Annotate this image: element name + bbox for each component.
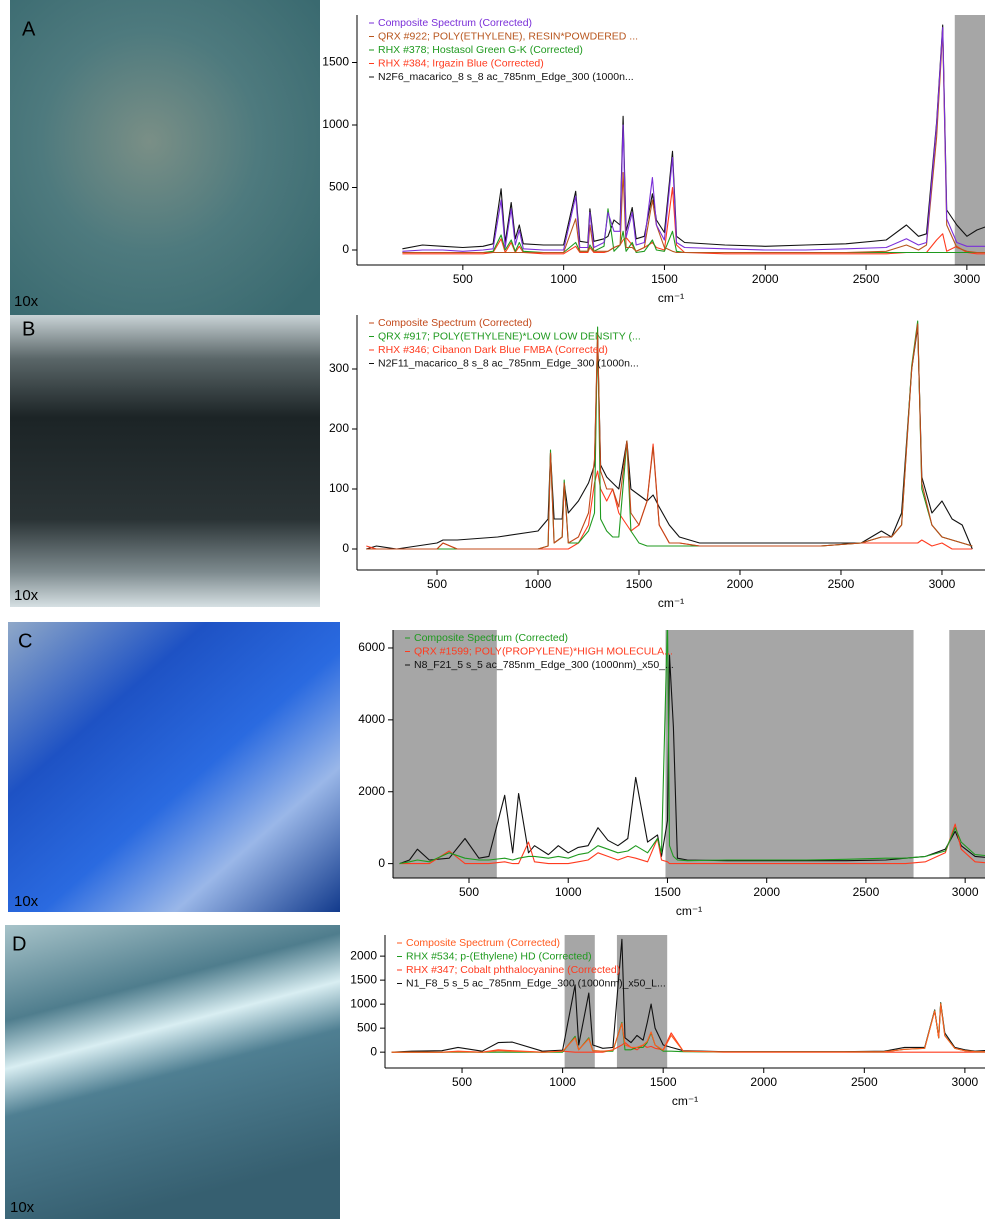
panel-label: A — [22, 18, 36, 40]
y-tick-label: 300 — [329, 361, 349, 375]
y-tick-label: 1500 — [350, 972, 377, 986]
x-tick-label: 3000 — [952, 885, 979, 899]
micrograph — [10, 0, 320, 315]
legend-label: RHX #378; Hostasol Green G-K (Corrected) — [378, 44, 583, 56]
y-tick-label: 100 — [329, 481, 349, 495]
spectrum-line — [391, 1003, 985, 1053]
spectrum-line — [391, 1002, 985, 1053]
y-tick-label: 500 — [329, 180, 349, 194]
spectrum-line — [399, 630, 985, 865]
x-tick-label: 1000 — [549, 1075, 576, 1089]
shaded-region — [665, 630, 914, 878]
shaded-region — [954, 15, 985, 265]
spectrum-line — [402, 208, 985, 254]
panel-label: C — [18, 630, 32, 652]
magnification: 10x — [10, 1199, 35, 1216]
micrograph — [8, 622, 340, 912]
y-tick-label: 1500 — [322, 55, 349, 69]
shaded-region — [393, 630, 497, 878]
x-tick-label: 3000 — [954, 272, 981, 286]
y-tick-label: 1000 — [350, 996, 377, 1010]
x-tick-label: 1000 — [550, 272, 577, 286]
y-tick-label: 500 — [357, 1020, 377, 1034]
panel-label: B — [22, 318, 35, 340]
legend-label: RHX #346; Cibanon Dark Blue FMBA (Correc… — [378, 344, 608, 356]
y-tick-label: 0 — [342, 541, 349, 555]
legend-label: RHX #534; p-(Ethylene) HD (Corrected) — [406, 950, 592, 962]
shaded-region — [949, 630, 985, 878]
y-tick-label: 6000 — [358, 640, 385, 654]
x-tick-label: 1000 — [525, 577, 552, 591]
legend-label: Composite Spectrum (Corrected) — [414, 632, 568, 644]
magnification: 10x — [14, 293, 39, 310]
y-tick-label: 1000 — [322, 117, 349, 131]
y-tick-label: 200 — [329, 421, 349, 435]
legend-label: N1_F8_5 s_5 ac_785nm_Edge_300 (1000nm)_x… — [406, 977, 666, 989]
x-axis-label: cm⁻¹ — [672, 1094, 698, 1108]
x-tick-label: 3000 — [952, 1075, 979, 1089]
legend-label: QRX #917; POLY(ETHYLENE)*LOW LOW DENSITY… — [378, 330, 641, 342]
legend-label: N8_F21_5 s_5 ac_785nm_Edge_300 (1000nm)_… — [414, 659, 674, 671]
y-tick-label: 0 — [378, 856, 385, 870]
legend-label: RHX #347; Cobalt phthalocyanine (Correct… — [406, 964, 620, 976]
spectrum-line — [366, 443, 973, 550]
legend-label: QRX #922; POLY(ETHYLENE), RESIN*POWDERED… — [378, 30, 638, 42]
legend-label: QRX #1599; POLY(PROPYLENE)*HIGH MOLECULA… — [414, 645, 673, 657]
x-tick-label: 2000 — [727, 577, 754, 591]
x-tick-label: 1500 — [650, 1075, 677, 1089]
panel-label: D — [12, 933, 26, 955]
x-tick-label: 2000 — [750, 1075, 777, 1089]
spectrum-line — [366, 323, 973, 550]
x-tick-label: 500 — [452, 1075, 472, 1089]
legend-label: Composite Spectrum (Corrected) — [378, 17, 532, 29]
x-tick-label: 500 — [459, 885, 479, 899]
legend-label: N2F6_macarico_8 s_8 ac_785nm_Edge_300 (1… — [378, 71, 634, 83]
x-axis-label: cm⁻¹ — [658, 291, 684, 305]
x-axis-label: cm⁻¹ — [658, 596, 684, 610]
x-tick-label: 500 — [427, 577, 447, 591]
x-tick-label: 1500 — [626, 577, 653, 591]
x-tick-label: 500 — [453, 272, 473, 286]
x-tick-label: 1500 — [651, 272, 678, 286]
x-tick-label: 2000 — [753, 885, 780, 899]
x-tick-label: 3000 — [929, 577, 956, 591]
spectrum-line — [399, 654, 985, 865]
legend-label: Composite Spectrum (Corrected) — [406, 937, 560, 949]
x-axis-label: cm⁻¹ — [676, 904, 702, 918]
legend-label: N2F11_macarico_8 s_8 ac_785nm_Edge_300 (… — [378, 357, 639, 369]
micrograph — [10, 315, 320, 607]
x-tick-label: 2500 — [828, 577, 855, 591]
x-tick-label: 2500 — [853, 272, 880, 286]
legend-label: RHX #384; Irgazin Blue (Corrected) — [378, 57, 544, 69]
y-tick-label: 0 — [342, 242, 349, 256]
y-tick-label: 2000 — [350, 948, 377, 962]
spectrum-line — [402, 30, 985, 254]
y-tick-label: 4000 — [358, 712, 385, 726]
y-tick-label: 2000 — [358, 784, 385, 798]
legend-label: Composite Spectrum (Corrected) — [378, 317, 532, 329]
x-tick-label: 1500 — [654, 885, 681, 899]
x-tick-label: 2500 — [853, 885, 880, 899]
micrograph — [5, 925, 340, 1219]
spectrum-line — [402, 186, 985, 255]
y-tick-label: 0 — [370, 1044, 377, 1058]
magnification: 10x — [14, 587, 39, 604]
spectrum-line — [399, 823, 985, 865]
x-tick-label: 2500 — [851, 1075, 878, 1089]
x-tick-label: 2000 — [752, 272, 779, 286]
magnification: 10x — [14, 893, 39, 910]
spectrum-line — [402, 26, 985, 252]
x-tick-label: 1000 — [555, 885, 582, 899]
